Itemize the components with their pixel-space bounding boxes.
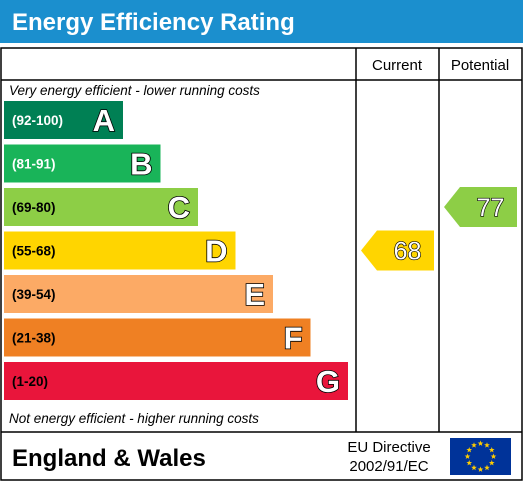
column-header-potential: Potential — [451, 57, 509, 74]
column-header-current: Current — [372, 57, 423, 74]
band-range-label: (39-54) — [12, 287, 56, 302]
current-rating-arrow — [361, 230, 434, 271]
band-f — [4, 318, 311, 357]
eu-flag-star — [471, 442, 477, 448]
footer-region: England & Wales — [12, 445, 206, 472]
potential-rating-arrow — [444, 187, 517, 227]
eu-flag-star — [471, 464, 477, 471]
eu-flag-star — [488, 460, 495, 466]
note-top: Very energy efficient - lower running co… — [9, 83, 260, 98]
band-range-label: (1-20) — [12, 374, 48, 389]
band-letter: D — [205, 234, 227, 269]
chart-frame — [0, 47, 523, 481]
rating-arrows: 68 77 — [361, 187, 517, 271]
band-letter: F — [284, 321, 303, 356]
current-rating-value: 68 — [394, 238, 422, 266]
band-b — [4, 144, 161, 183]
eu-flag-star — [466, 460, 473, 466]
band-letter: E — [244, 277, 265, 312]
potential-rating-value: 77 — [477, 194, 505, 222]
note-bottom: Not energy efficient - higher running co… — [9, 411, 259, 426]
band-c — [4, 188, 198, 226]
band-range-label: (21-38) — [12, 331, 56, 346]
band-letter: B — [130, 147, 152, 182]
eu-flag-star — [484, 464, 490, 471]
band-range-label: (81-91) — [12, 157, 56, 172]
eu-flag-star — [466, 447, 473, 453]
rating-bands: (92-100) A (81-91) B (69-80) C (55-68) D (39-54)… — [4, 101, 348, 400]
header-bar — [0, 0, 523, 43]
band-letter: C — [168, 190, 190, 225]
band-g — [4, 362, 348, 400]
band-range-label: (55-68) — [12, 244, 56, 259]
eu-flag-star — [477, 440, 484, 446]
footer-directive-line1: EU Directive — [347, 439, 430, 456]
eu-flag-star — [477, 466, 484, 472]
band-range-label: (69-80) — [12, 200, 56, 215]
band-letter: A — [93, 103, 115, 138]
band-e — [4, 275, 273, 313]
band-letter: G — [316, 364, 340, 399]
eu-flag-star — [490, 453, 497, 459]
eu-flag-star — [464, 453, 471, 459]
eu-flag-icon — [450, 438, 511, 475]
footer-directive-line2: 2002/91/EC — [349, 458, 428, 475]
page-title: Energy Efficiency Rating — [12, 9, 295, 36]
band-a — [4, 101, 123, 139]
band-range-label: (92-100) — [12, 113, 63, 128]
eu-flag-star — [488, 447, 495, 453]
eu-flag-star — [484, 442, 490, 448]
band-d — [4, 231, 236, 270]
